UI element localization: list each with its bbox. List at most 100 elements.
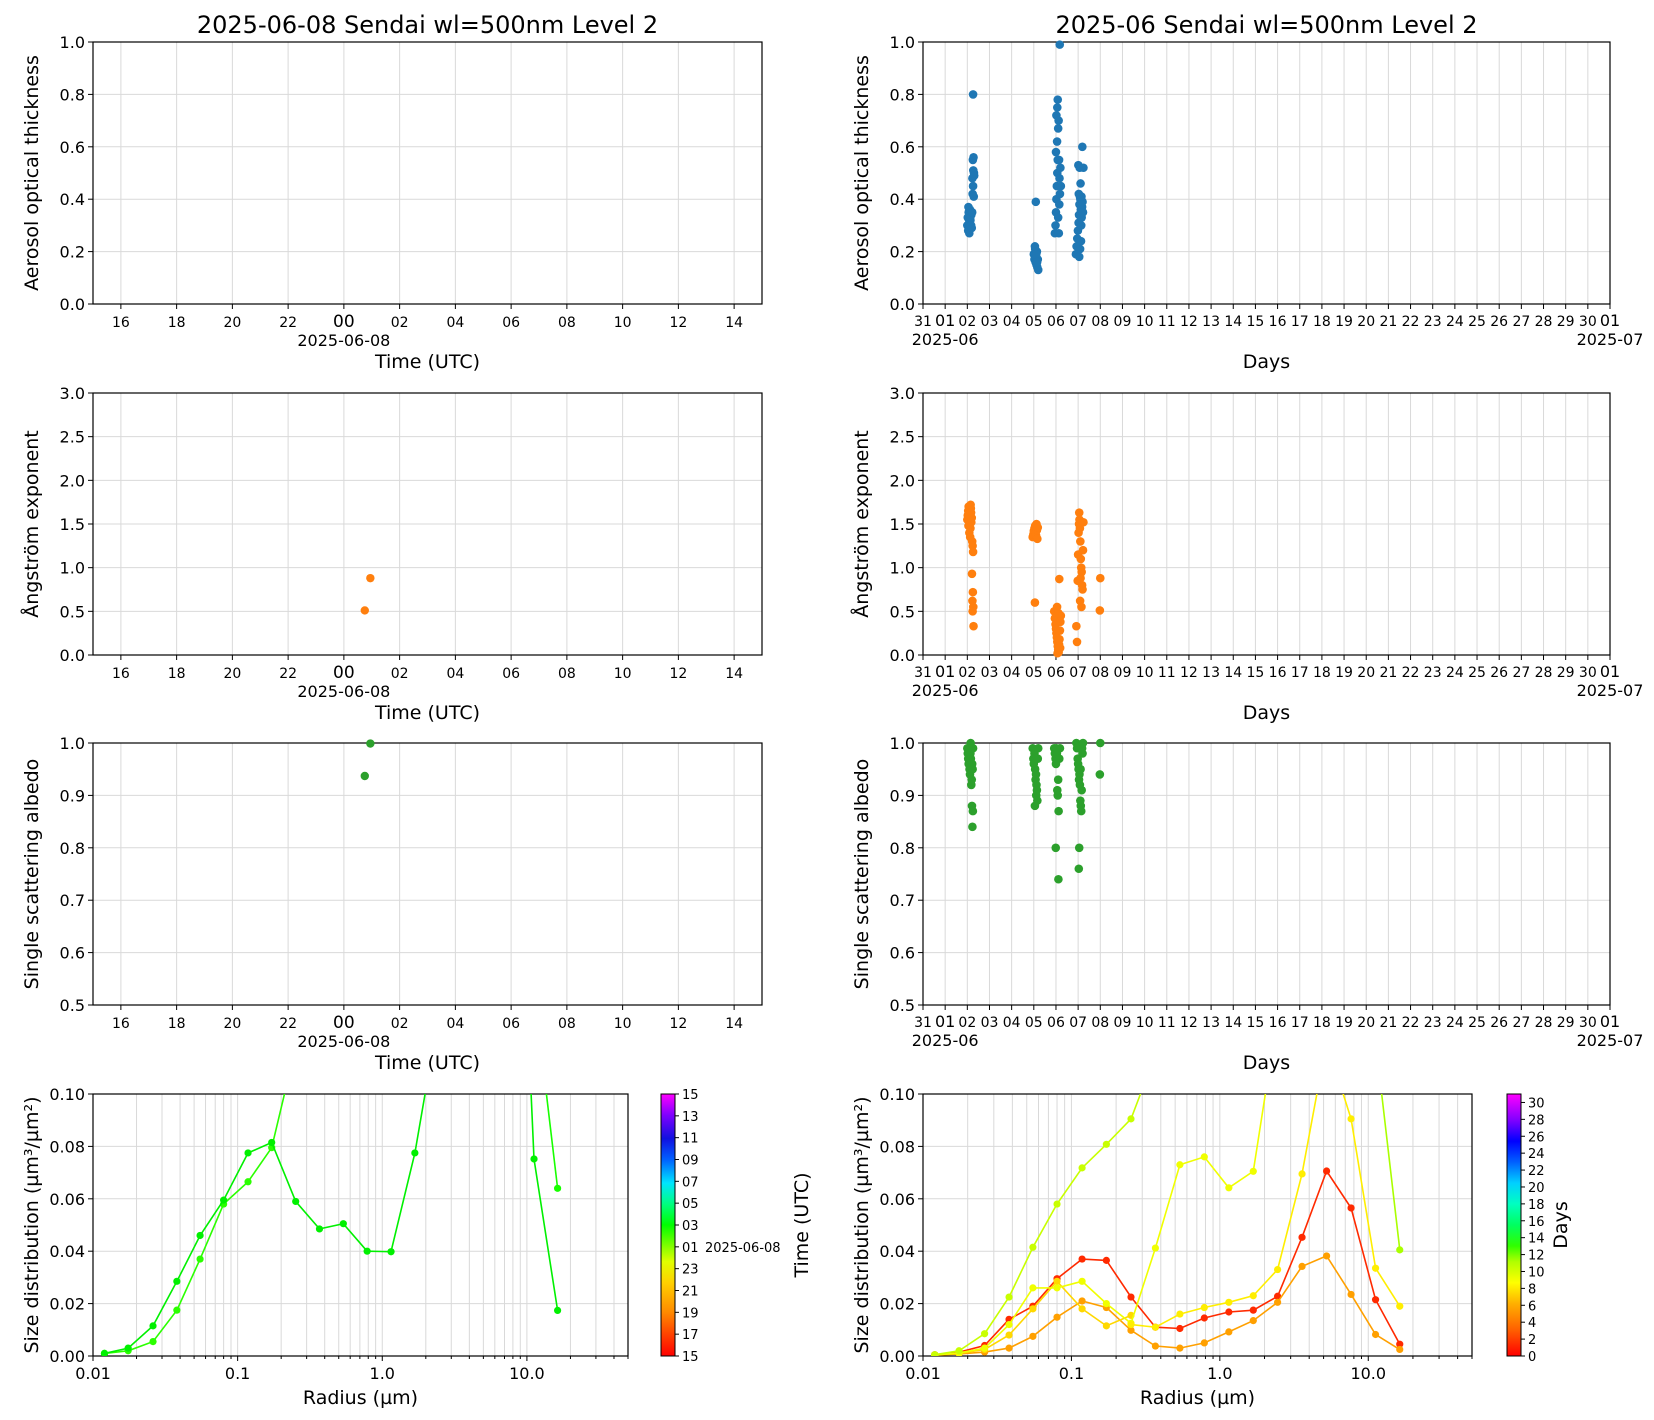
- x-tick-label: 15: [1247, 314, 1265, 330]
- data-point: [1032, 257, 1042, 267]
- x-tick-label: 16: [1269, 1015, 1287, 1031]
- x-tick-label: 12: [1180, 665, 1198, 681]
- x-axis-label: Days: [1243, 702, 1290, 724]
- data-point: [968, 90, 978, 99]
- data-point: [968, 743, 978, 753]
- x-tick-label: 17: [1291, 1015, 1309, 1031]
- series-point: [1298, 1170, 1306, 1178]
- colorbar-tick-label: 8: [1528, 1282, 1536, 1297]
- x-tick-label: 22: [279, 315, 297, 331]
- chart-day-aot: 0.0 0.2 0.4 0.6 0.8 1.0 Aerosol optical thickn…: [21, 11, 763, 373]
- colorbar-tick-label: 11: [682, 1132, 699, 1147]
- x-tick-label: 07: [1069, 314, 1087, 330]
- x-tick-label: 12: [669, 666, 687, 682]
- y-tick-label: 0.5: [890, 602, 915, 621]
- data-point: [1054, 116, 1063, 125]
- data-point: [968, 764, 977, 774]
- series-point: [1298, 1262, 1306, 1270]
- series-point: [411, 1149, 419, 1157]
- series-point: [1102, 1300, 1110, 1308]
- x-tick-label: 09: [1114, 665, 1132, 681]
- data-point: [1079, 517, 1088, 527]
- x-tick-label: 14: [725, 666, 743, 682]
- series-point: [1396, 1340, 1404, 1348]
- y-tick-label: 2.5: [60, 428, 85, 447]
- y-tick-label: 0.08: [49, 1137, 85, 1156]
- series-point: [1176, 1310, 1184, 1318]
- x-tick-label: 05: [1025, 1015, 1043, 1031]
- x-tick-label: 02: [391, 666, 409, 682]
- x-tick-label: 25: [1468, 314, 1486, 330]
- x-tick-label: 08: [1091, 314, 1109, 330]
- x-tick-label: 19: [1335, 1015, 1353, 1031]
- data-point: [969, 621, 978, 631]
- x-tick-label: 12: [1180, 314, 1198, 330]
- data-point: [360, 606, 369, 615]
- colorbar-tick-label: 17: [682, 1328, 699, 1343]
- series-point: [1200, 1153, 1208, 1161]
- colorbar-tick-label: 24: [1528, 1147, 1545, 1162]
- x-tick-label: 24: [1446, 1015, 1464, 1031]
- data-point: [1076, 554, 1086, 564]
- data-point: [1053, 124, 1063, 133]
- series-point: [1225, 1184, 1233, 1192]
- data-point: [1056, 181, 1066, 191]
- x-tick-label: 18: [168, 1016, 186, 1032]
- y-tick-label: 0.8: [890, 85, 915, 104]
- y-tick-label: 2.0: [60, 471, 85, 490]
- y-tick-label: 0.5: [890, 996, 915, 1015]
- x-tick-label: 16: [1269, 665, 1287, 681]
- x-tick-label: 12: [669, 1016, 687, 1032]
- x-tick-label: 0.1: [225, 1364, 250, 1383]
- data-point: [1079, 163, 1088, 173]
- x-tick-label: 10: [1136, 665, 1154, 681]
- series-point: [1078, 1255, 1086, 1263]
- x-tick-label: 14: [1224, 314, 1242, 330]
- x-tick-label: 19: [1335, 314, 1353, 330]
- x-tick-label: 13: [1202, 314, 1220, 330]
- x-tick-label: 04: [1003, 314, 1021, 330]
- x-tick-label: 30: [1579, 314, 1597, 330]
- x-date-label: 2025-06-08: [297, 331, 390, 350]
- data-point: [360, 771, 369, 781]
- y-tick-label: 1.0: [890, 559, 915, 578]
- colorbar-tick-label: 15: [682, 1350, 699, 1365]
- x-tick-label: 03: [981, 1015, 999, 1031]
- y-tick-label: 0.10: [49, 1085, 85, 1104]
- y-tick-label: 1.0: [890, 734, 915, 753]
- series-point: [980, 1344, 989, 1352]
- series-point: [1273, 1298, 1282, 1306]
- series-point: [1347, 1290, 1355, 1299]
- data-point: [1030, 242, 1040, 251]
- colorbar-tick-label: 20: [1528, 1181, 1545, 1196]
- colorbar-tick-label: 03: [682, 1219, 699, 1234]
- data-point: [968, 607, 977, 616]
- series-point: [1127, 1326, 1135, 1334]
- x-tick-label: 16: [112, 315, 130, 331]
- data-point: [1054, 754, 1064, 764]
- x-tick-label: 00: [333, 663, 355, 683]
- series-line: [934, 1094, 1142, 1356]
- chart-month-angstrom: 0.0 0.5 1.0 1.5 2.0 2.5 3.0 Ångström exponent 31…: [850, 384, 1643, 724]
- series-point: [173, 1277, 181, 1285]
- data-point: [1055, 643, 1065, 653]
- x-tick-label: 20: [223, 666, 241, 682]
- x-date-label: 2025-06-08: [297, 1032, 390, 1051]
- x-tick-label: 10: [1136, 1015, 1154, 1031]
- series-point: [1200, 1303, 1208, 1312]
- data-point: [1072, 637, 1082, 647]
- x-tick-label: 04: [446, 315, 464, 331]
- series-point: [1102, 1322, 1110, 1330]
- data-point: [1095, 770, 1105, 779]
- y-tick-label: 0.02: [879, 1295, 915, 1314]
- data-point: [1095, 573, 1105, 583]
- series-point: [1005, 1344, 1013, 1352]
- x-date-label: 2025-07: [1577, 1031, 1644, 1050]
- data-point: [1031, 791, 1041, 800]
- colorbar-title: Time (UTC): [791, 1172, 813, 1278]
- series-point: [1029, 1243, 1037, 1251]
- x-tick-label: 0.1: [1059, 1364, 1084, 1383]
- x-tick-label: 27: [1512, 665, 1530, 681]
- series-point: [1078, 1164, 1086, 1172]
- series-group: [931, 1094, 1404, 1356]
